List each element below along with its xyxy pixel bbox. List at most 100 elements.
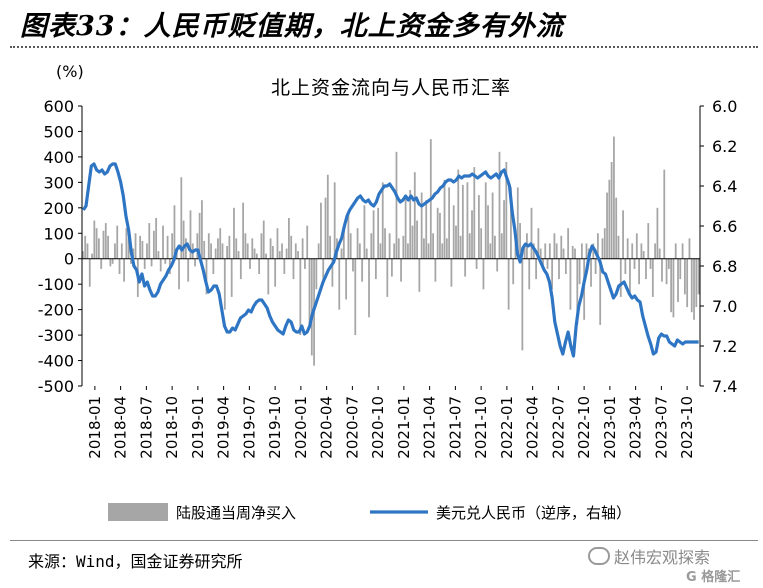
bar [617,235,620,259]
bar [471,210,473,259]
left-tick-label: -300 [38,326,74,345]
x-tick-label: 2020-07 [343,396,361,459]
bar [564,258,567,274]
x-tick-label: 2018-04 [112,396,130,459]
bar [665,258,668,285]
bar [514,243,517,259]
bar [606,192,608,259]
bar [567,228,570,259]
bar [400,258,402,282]
bar [475,258,478,269]
x-tick-label: 2022-01 [498,396,516,459]
bar [239,258,242,280]
left-axis-unit: (%) [56,62,84,81]
x-tick-label: 2022-10 [575,396,593,459]
bar [260,233,263,259]
bar [265,253,267,259]
bar [503,200,505,259]
bar [196,233,199,259]
bar [354,258,357,336]
left-tick-label: 100 [43,224,74,243]
bar [667,258,670,269]
bar [88,258,91,287]
bar [455,225,457,259]
bar [537,228,540,259]
bar [217,238,219,259]
bar [111,258,114,264]
bar [274,258,277,287]
left-tick-label: -100 [38,275,74,294]
bar [613,136,615,259]
bar [629,258,631,295]
bar [331,258,334,287]
bar [95,228,98,259]
bar [443,179,446,259]
bar [512,258,515,285]
bar [267,258,270,295]
bar [230,258,233,297]
bar [558,258,560,280]
bar [352,258,354,272]
bar [384,228,386,259]
bar [562,248,565,259]
bar [407,243,409,259]
left-tick-label: 500 [43,122,74,141]
left-tick-label: -200 [38,301,74,320]
bar [649,258,652,269]
bar [288,218,290,259]
x-tick-label: 2022-07 [549,396,567,459]
bar [487,205,489,259]
bar [251,238,254,259]
bar [468,233,471,259]
bar [141,240,144,259]
x-tick-label: 2021-04 [421,396,439,459]
bar [127,238,130,259]
bar [228,235,231,259]
bar [457,169,460,259]
bar [670,258,673,313]
bar [308,258,311,325]
bar [686,258,689,308]
bar [116,225,119,259]
bar [505,162,508,259]
bar [162,225,164,259]
bar [477,195,480,259]
bar [297,251,299,259]
bar [441,243,444,259]
figure-title: 图表33：人民币贬值期，北上资金多有外流 [20,11,564,42]
bar [237,251,240,259]
bar [690,258,693,313]
bar [368,258,370,318]
bar [365,248,368,259]
bar [292,258,295,280]
bar [466,182,469,259]
bar [381,182,384,259]
bar [498,151,501,259]
bar [143,258,146,269]
bar [619,258,622,297]
x-tick-label: 2020-04 [318,396,336,459]
x-tick-label: 2023-01 [601,396,619,459]
bar [84,235,87,259]
bar [171,233,174,259]
bar [592,243,595,259]
bar [377,207,380,259]
bar [269,238,272,259]
bar [569,258,572,310]
bar [182,220,185,259]
bar [134,233,137,259]
right-tick-label: 7.0 [712,297,737,316]
bar [546,258,549,269]
bar [697,258,700,295]
bar [152,230,155,259]
bar [635,233,638,259]
bar [622,210,624,259]
bar [304,258,306,269]
bar [555,243,558,259]
bar [544,243,547,259]
bar [235,238,238,259]
bar [574,248,576,259]
right-tick-label: 7.4 [712,377,737,396]
bar [333,182,336,259]
bar [262,220,265,259]
